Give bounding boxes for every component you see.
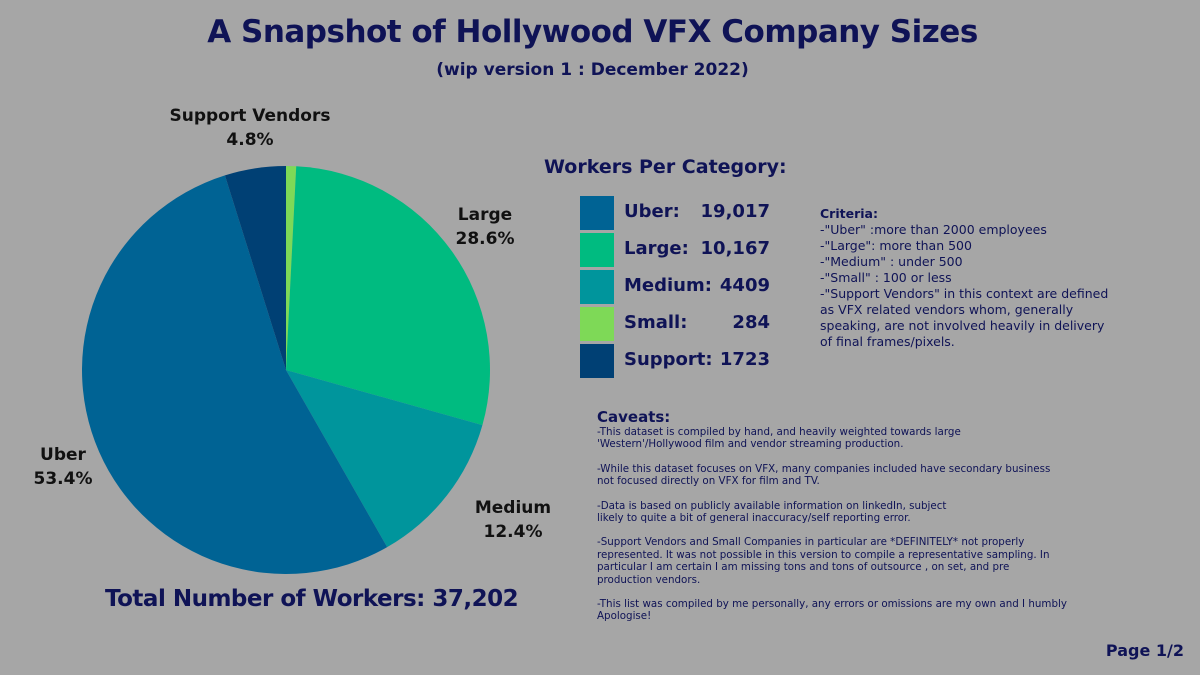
pie-slice-large — [286, 166, 490, 426]
criteria-line: -"Medium" : under 500 — [820, 254, 963, 269]
legend-item-support: Support: 1723 — [580, 344, 780, 378]
total-workers: Total Number of Workers: 37,202 — [105, 586, 519, 612]
criteria: Criteria: -"Uber" :more than 2000 employ… — [820, 206, 1120, 350]
label-medium-name: Medium — [474, 498, 552, 518]
legend-value: 19,017 — [700, 201, 770, 222]
legend-value: 1723 — [719, 349, 770, 370]
legend-name: Medium: — [624, 275, 712, 296]
caveats-title: Caveats: — [597, 408, 671, 426]
legend-name: Uber: — [624, 201, 680, 222]
page-number: Page 1/2 — [1105, 641, 1184, 660]
pie-chart — [82, 166, 490, 574]
caveats: Caveats: -This dataset is compiled by ha… — [597, 408, 1117, 635]
legend-value: 10,167 — [700, 238, 770, 259]
pie-slice-medium — [286, 370, 483, 548]
legend-swatch — [580, 196, 614, 230]
label-uber: Uber 53.4% — [18, 443, 108, 491]
legend-item-medium: Medium: 4409 — [580, 270, 780, 304]
page-subtitle: (wip version 1 : December 2022) — [436, 60, 749, 80]
caveat-item: -Support Vendors and Small Companies in … — [597, 536, 1050, 586]
caveat-item: -While this dataset focuses on VFX, many… — [597, 462, 1051, 488]
label-large-pct: 28.6% — [455, 229, 515, 249]
label-large: Large 28.6% — [440, 203, 530, 251]
label-uber-name: Uber — [40, 445, 86, 465]
legend-item-uber: Uber: 19,017 — [580, 196, 780, 230]
label-support: Support Vendors 4.8% — [160, 104, 340, 152]
label-support-pct: 4.8% — [226, 130, 274, 150]
page-title: A Snapshot of Hollywood VFX Company Size… — [207, 14, 978, 50]
legend-swatch — [580, 270, 614, 304]
caveat-item: -This dataset is compiled by hand, and h… — [597, 426, 961, 451]
caveat-item: -This list was compiled by me personally… — [597, 598, 1067, 623]
label-large-name: Large — [457, 205, 513, 225]
pie-slice-support-vendors — [224, 166, 286, 370]
criteria-line: -"Uber" :more than 2000 employees — [820, 222, 1047, 237]
legend-swatch — [580, 233, 614, 267]
label-medium: Medium 12.4% — [468, 496, 558, 544]
label-medium-pct: 12.4% — [483, 522, 543, 542]
label-support-name: Support Vendors — [169, 106, 331, 126]
label-uber-pct: 53.4% — [33, 469, 93, 489]
criteria-line: -"Small" : 100 or less — [820, 270, 952, 285]
pie-slice-small — [286, 166, 297, 370]
pie-slice-uber — [82, 175, 388, 574]
criteria-line: -"Large": more than 500 — [820, 238, 972, 253]
legend-name: Support: — [624, 349, 713, 370]
legend-title: Workers Per Category: — [544, 156, 787, 178]
legend-swatch — [580, 344, 614, 378]
legend-name: Small: — [624, 312, 688, 333]
legend-name: Large: — [624, 238, 689, 259]
criteria-title: Criteria: — [820, 206, 878, 221]
legend-swatch — [580, 307, 614, 341]
criteria-line: -"Support Vendors" in this context are d… — [820, 286, 1109, 349]
caveat-item: -Data is based on publicly available inf… — [597, 499, 947, 525]
legend-value: 4409 — [719, 275, 770, 296]
legend-item-large: Large: 10,167 — [580, 233, 780, 267]
legend-item-small: Small: 284 — [580, 307, 780, 341]
legend-value: 284 — [732, 312, 770, 333]
